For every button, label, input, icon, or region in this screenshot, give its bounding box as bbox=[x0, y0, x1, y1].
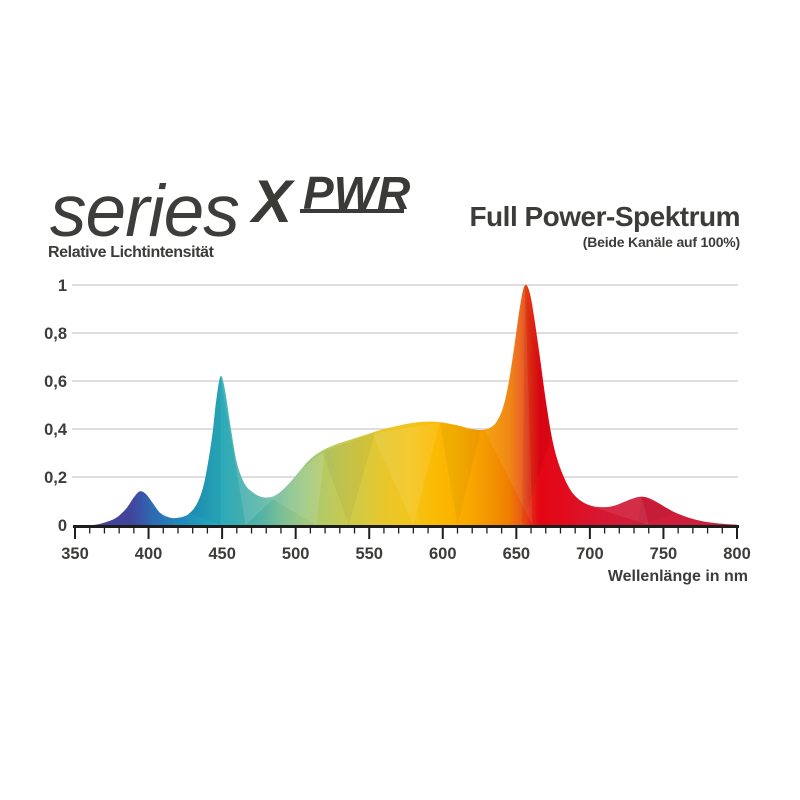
facet-polygon bbox=[138, 491, 173, 525]
facet-polygon bbox=[372, 422, 440, 525]
brand-logo-x: X bbox=[252, 168, 293, 235]
x-tick-label: 600 bbox=[429, 545, 457, 563]
y-axis-title: Relative Lichtintensität bbox=[48, 244, 214, 261]
brand-logo-pwr: PWR bbox=[303, 167, 411, 219]
y-tick-label: 0,4 bbox=[44, 421, 68, 439]
y-tick-label: 0,2 bbox=[44, 469, 67, 487]
axis-layer bbox=[73, 525, 739, 539]
facet-polygon bbox=[522, 285, 552, 525]
y-tick-label: 0 bbox=[58, 517, 67, 535]
x-tick-label: 500 bbox=[282, 545, 310, 563]
facet-polygon bbox=[322, 432, 376, 525]
x-tick-label: 700 bbox=[576, 545, 604, 563]
spectrum-area-layer bbox=[75, 284, 737, 525]
chart-subtitle: (Beide Kanäle auf 100%) bbox=[582, 234, 740, 251]
y-tick-label: 0,8 bbox=[44, 325, 67, 343]
brand-logo-series: series bbox=[50, 171, 240, 252]
spectrum-curve bbox=[75, 284, 737, 525]
x-tick-label: 400 bbox=[135, 545, 163, 563]
x-tick-label: 750 bbox=[650, 545, 678, 563]
x-tick-label: 650 bbox=[503, 545, 531, 563]
axis-labels-layer: 350 400 450 500 550 600 650 700 750 800 0 0,2 0,4 0,6… bbox=[44, 277, 751, 585]
chart-title: Full Power-Spektrum bbox=[469, 201, 740, 232]
facet-polygon bbox=[439, 422, 482, 525]
facet-polygon bbox=[483, 285, 533, 525]
x-tick-label: 800 bbox=[723, 545, 751, 563]
x-tick-label: 550 bbox=[355, 545, 383, 563]
facet-overlays bbox=[138, 285, 676, 525]
x-tick-label: 450 bbox=[208, 545, 236, 563]
y-tick-label: 1 bbox=[58, 277, 67, 295]
logo-underline bbox=[300, 209, 404, 213]
x-axis-title: Wellenlänge in nm bbox=[608, 568, 748, 585]
chart-header: Full Power-Spektrum (Beide Kanäle auf 10… bbox=[469, 201, 740, 251]
facet-polygon bbox=[188, 376, 221, 525]
facet-polygon bbox=[638, 496, 676, 525]
facet-polygon bbox=[269, 450, 326, 525]
x-axis-line bbox=[73, 525, 739, 528]
x-tick-label: 350 bbox=[61, 545, 89, 563]
y-tick-label: 0,6 bbox=[44, 373, 67, 391]
